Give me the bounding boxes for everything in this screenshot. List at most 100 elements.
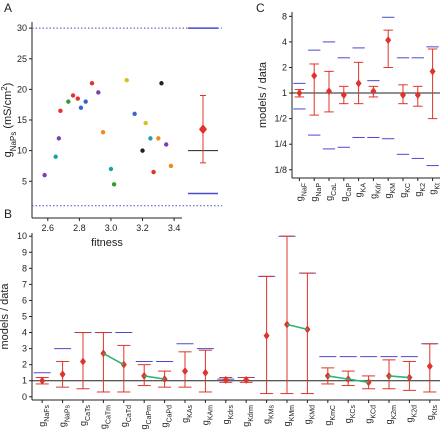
label-symbol: g: [384, 419, 394, 424]
x-tick-label: gKdr: [368, 182, 382, 199]
x-tick-label: 3.2: [136, 223, 149, 233]
mean-marker: [222, 375, 229, 384]
x-tick-label: gNaPs: [58, 405, 72, 428]
point: [124, 77, 129, 83]
y-tick-label: 1: [282, 88, 287, 98]
x-tick-label: gKA: [354, 183, 368, 198]
y-tick-label: 6: [22, 295, 27, 305]
label-subscript: NaP: [316, 183, 323, 197]
label-symbol: g: [241, 422, 251, 427]
label-subscript: KmC: [329, 405, 336, 421]
mean-marker: [370, 87, 377, 96]
label-symbol: g: [139, 424, 149, 429]
mean-marker: [311, 71, 318, 80]
label-symbol: g: [160, 423, 170, 428]
x-tick-label: gK2d: [404, 405, 418, 423]
label-symbol: g: [98, 424, 108, 429]
x-tick-label: gKCs: [343, 405, 357, 424]
label-subscript: NaF: [301, 183, 308, 196]
label-symbol: g: [404, 417, 414, 422]
x-tick-label: gKdrm: [241, 405, 255, 427]
y-tick-label: 3: [22, 344, 27, 354]
label-subscript: KMs: [268, 405, 275, 420]
x-tick-label: gKAs: [180, 405, 194, 423]
y-tick-label: 20: [17, 84, 27, 94]
mean-marker: [263, 331, 270, 340]
point: [89, 81, 95, 86]
label-subscript: Kdrm: [248, 405, 255, 422]
x-tick-label: 3.0: [105, 223, 118, 233]
x-tick-label: gKC: [398, 183, 412, 198]
label-subscript: CaPd: [166, 405, 173, 423]
mean-marker: [39, 376, 46, 385]
x-tick-label: 2.8: [73, 223, 86, 233]
label-symbol: g: [294, 196, 304, 201]
label-subscript: K2d: [411, 405, 418, 418]
label-subscript: Kts: [431, 405, 438, 416]
mean-marker: [326, 87, 332, 96]
mean-marker: [340, 90, 347, 99]
label-subscript: KMd: [309, 405, 316, 420]
mean-marker: [243, 375, 250, 384]
x-tick-label: gK2m: [384, 405, 398, 425]
point: [148, 136, 153, 141]
label-symbol: g: [58, 422, 68, 427]
label-symbol: g: [119, 422, 129, 427]
point: [140, 148, 145, 153]
y-axis-label-part: NaPs: [9, 132, 18, 152]
x-tick-label: gKM: [383, 183, 397, 199]
point: [151, 169, 156, 175]
label-subscript: CaP: [345, 183, 352, 197]
mean-marker: [414, 90, 421, 99]
panel-letter: A: [4, 1, 12, 15]
label-subscript: CaPm: [146, 405, 153, 425]
label-subscript: KAs: [187, 405, 194, 418]
mean-marker: [202, 368, 209, 377]
label-subscript: CaL: [331, 183, 338, 196]
label-symbol: g: [180, 418, 190, 423]
x-tick-label: gCaL: [324, 183, 338, 201]
mean-marker: [182, 367, 188, 376]
point: [66, 99, 71, 104]
y-axis-label-part: ): [2, 83, 14, 87]
point: [56, 136, 62, 141]
y-tick-label: 0: [22, 392, 27, 402]
y-tick-label: 4: [282, 37, 287, 47]
y-tick-label: 10: [17, 231, 27, 241]
x-tick-label: gCaTm: [98, 405, 112, 429]
x-tick-label: gK2: [413, 183, 427, 197]
label-symbol: g: [354, 192, 364, 197]
x-tick-label: gKMd: [302, 405, 316, 425]
y-tick-label: 8: [22, 263, 27, 273]
label-subscript: Kdrs: [227, 405, 234, 420]
x-tick-label: gNaP: [309, 183, 323, 202]
mean-marker: [296, 89, 303, 98]
label-symbol: g: [323, 421, 333, 426]
label-symbol: g: [221, 419, 231, 424]
mean-marker: [59, 370, 66, 379]
y-tick-label: 10: [17, 146, 27, 156]
label-symbol: g: [200, 420, 210, 425]
y-axis-label: gNaPs (mS/cm2): [0, 83, 18, 158]
label-symbol: g: [78, 421, 88, 426]
x-axis-label: fitness: [91, 237, 123, 249]
y-axis-label-part: g: [2, 151, 14, 157]
x-tick-label: gKCd: [364, 405, 378, 424]
point: [78, 105, 84, 110]
label-symbol: g: [262, 419, 272, 424]
x-tick-label: gKMs: [262, 405, 276, 425]
panel-letter: C: [256, 1, 265, 15]
x-tick-label: 3.4: [168, 223, 181, 233]
point: [96, 90, 101, 95]
mean-marker: [429, 67, 436, 76]
y-tick-label: 4: [22, 328, 27, 338]
point: [143, 120, 148, 126]
y-tick-label: 1: [22, 376, 27, 386]
point: [132, 111, 137, 117]
label-subscript: CaTd: [125, 405, 132, 422]
label-subscript: Kdr: [375, 182, 382, 194]
y-axis-label: models / data: [0, 283, 11, 350]
label-symbol: g: [324, 196, 334, 201]
label-subscript: NaPs: [64, 405, 71, 423]
